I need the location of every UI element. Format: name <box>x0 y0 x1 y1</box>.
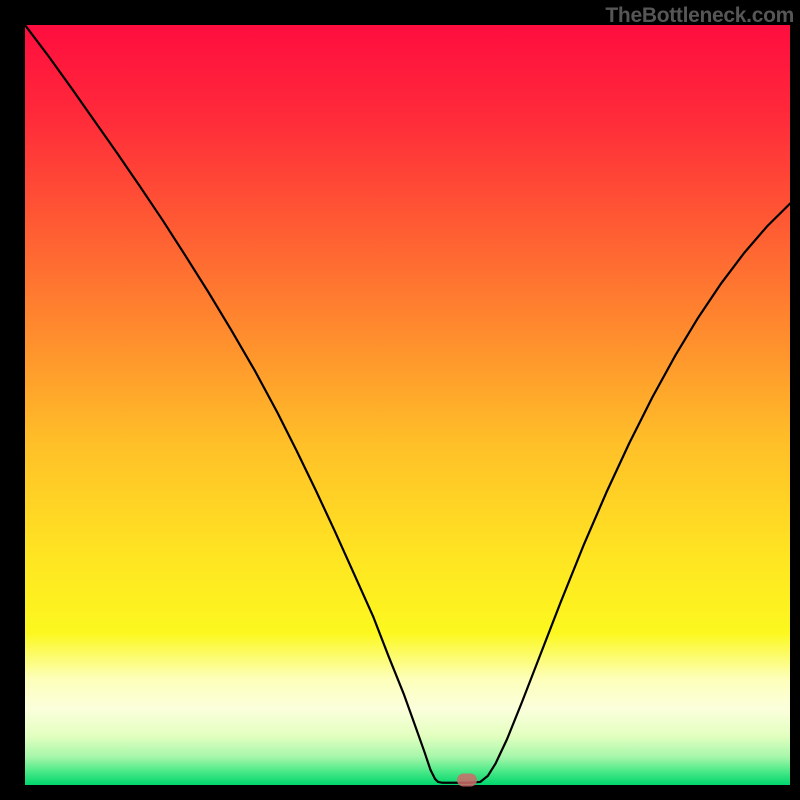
watermark-text: TheBottleneck.com <box>605 4 794 28</box>
chart-svg <box>25 25 790 785</box>
plot-area <box>25 25 790 785</box>
minimum-marker <box>457 774 477 787</box>
chart-container: TheBottleneck.com <box>0 0 800 800</box>
